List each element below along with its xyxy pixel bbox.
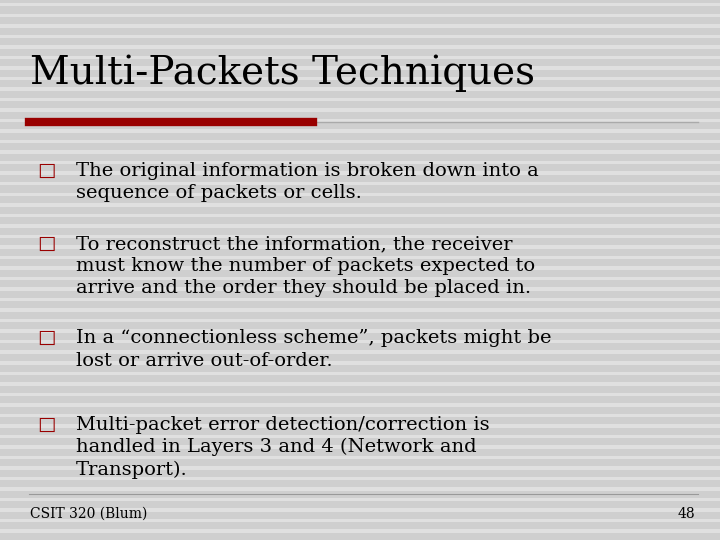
Bar xyxy=(0,396,720,403)
Text: Multi-packet error detection/correction is
handled in Layers 3 and 4 (Network an: Multi-packet error detection/correction … xyxy=(76,416,489,479)
Bar xyxy=(0,291,720,298)
Text: In a “connectionless scheme”, packets might be
lost or arrive out-of-order.: In a “connectionless scheme”, packets mi… xyxy=(76,329,551,369)
Bar xyxy=(0,280,720,287)
Bar xyxy=(0,533,720,540)
Text: □: □ xyxy=(37,329,56,347)
Bar xyxy=(0,491,720,498)
Bar xyxy=(0,238,720,245)
Bar xyxy=(0,312,720,319)
Bar xyxy=(0,196,720,203)
Bar xyxy=(0,59,720,66)
Bar xyxy=(0,375,720,382)
Bar xyxy=(0,102,720,108)
Bar xyxy=(0,301,720,308)
Bar xyxy=(0,501,720,509)
Bar xyxy=(0,523,720,529)
Text: □: □ xyxy=(37,162,56,180)
Bar xyxy=(0,438,720,445)
Bar xyxy=(0,364,720,372)
Bar xyxy=(0,512,720,519)
Text: To reconstruct the information, the receiver
must know the number of packets exp: To reconstruct the information, the rece… xyxy=(76,235,535,298)
Bar xyxy=(0,38,720,45)
Text: The original information is broken down into a
sequence of packets or cells.: The original information is broken down … xyxy=(76,162,539,202)
Bar xyxy=(0,343,720,350)
Bar xyxy=(0,248,720,255)
Bar xyxy=(0,333,720,340)
Bar xyxy=(0,133,720,140)
Bar xyxy=(0,17,720,24)
Text: Multi-Packets Techniques: Multi-Packets Techniques xyxy=(30,54,535,92)
Bar xyxy=(0,428,720,435)
Bar xyxy=(0,91,720,98)
Bar xyxy=(0,259,720,266)
Bar xyxy=(0,470,720,477)
Bar xyxy=(0,164,720,172)
Bar xyxy=(0,28,720,35)
Bar xyxy=(0,481,720,487)
Bar xyxy=(0,354,720,361)
Bar xyxy=(0,154,720,161)
Bar xyxy=(0,6,720,14)
Bar xyxy=(0,112,720,119)
Text: □: □ xyxy=(37,235,56,253)
Bar xyxy=(0,123,720,130)
Bar xyxy=(0,449,720,456)
Bar xyxy=(0,322,720,329)
Text: CSIT 320 (Blum): CSIT 320 (Blum) xyxy=(30,507,148,521)
Text: 48: 48 xyxy=(678,507,695,521)
Bar xyxy=(0,206,720,213)
Bar xyxy=(0,407,720,414)
Bar xyxy=(0,186,720,193)
Bar xyxy=(0,143,720,150)
Bar xyxy=(0,0,720,3)
Bar xyxy=(0,49,720,56)
Bar xyxy=(0,70,720,77)
Bar xyxy=(0,386,720,393)
Bar xyxy=(0,459,720,466)
Bar xyxy=(0,270,720,276)
Bar xyxy=(0,228,720,234)
Bar xyxy=(0,217,720,224)
Bar xyxy=(0,417,720,424)
Bar xyxy=(0,80,720,87)
Text: □: □ xyxy=(37,416,56,434)
Bar xyxy=(0,175,720,182)
